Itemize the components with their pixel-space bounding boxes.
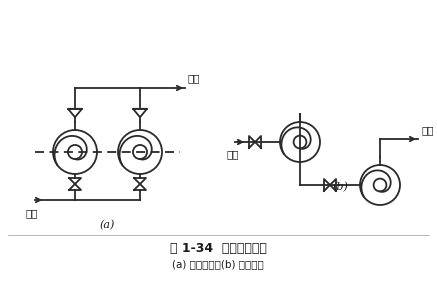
Text: 出水: 出水 xyxy=(421,125,434,135)
Text: (a): (a) xyxy=(100,220,115,230)
Text: (a) 水泵并联；(b) 水泵串联: (a) 水泵并联；(b) 水泵串联 xyxy=(172,259,264,269)
Text: 进水: 进水 xyxy=(227,149,239,159)
Text: 图 1-34  水泵连接方式: 图 1-34 水泵连接方式 xyxy=(170,242,267,255)
Text: 出水: 出水 xyxy=(188,73,201,83)
Text: (b): (b) xyxy=(332,182,348,192)
Text: 进水: 进水 xyxy=(26,208,38,218)
